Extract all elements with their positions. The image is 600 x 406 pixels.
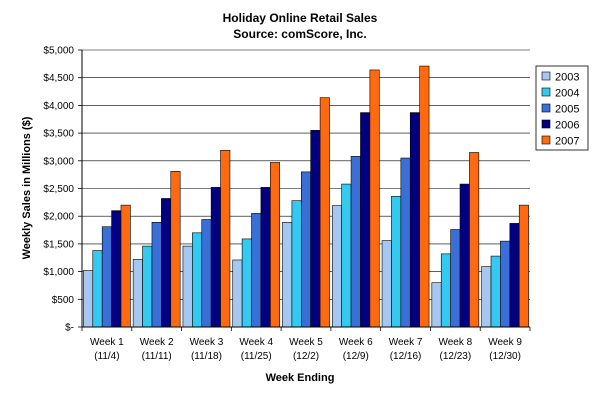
- bar: [350, 156, 361, 328]
- bar: [251, 213, 262, 328]
- bar: [192, 232, 203, 328]
- x-axis-ticks: Week 1 (11/4) Week 2 (11/11) Week 3 (11/18) We…: [81, 327, 531, 362]
- bar: [310, 130, 321, 328]
- bar: [391, 195, 402, 328]
- bar: [151, 221, 162, 328]
- legend-swatch: [541, 87, 551, 97]
- y-tick-label: $4,500: [43, 73, 74, 84]
- x-tick-label: Week 6: [339, 337, 373, 348]
- bar: [241, 238, 252, 328]
- bar: [232, 259, 243, 328]
- x-tick-label: Week 5: [289, 337, 323, 348]
- bar: [83, 270, 94, 328]
- x-tick-label: Week 3: [190, 337, 224, 348]
- chart-title: Holiday Online Retail Sales: [223, 11, 378, 25]
- bar: [518, 204, 529, 328]
- y-tick-label: $2,000: [43, 212, 74, 223]
- bar: [369, 69, 380, 328]
- bar: [500, 240, 511, 328]
- x-tick-label-date: (12/9): [343, 351, 369, 362]
- bar: [419, 65, 430, 328]
- legend-label: 2006: [555, 120, 579, 132]
- legend-label: 2007: [555, 136, 579, 148]
- y-tick-label: $3,500: [43, 129, 74, 140]
- bar: [120, 204, 131, 328]
- bar: [182, 245, 193, 328]
- bar: [331, 205, 342, 328]
- legend-swatch: [541, 71, 551, 81]
- bar: [101, 226, 112, 328]
- x-tick-label: Week 7: [389, 337, 423, 348]
- y-axis-ticks: $- $500 $1,000 $1,500 $2,000 $2,500 $3,000 $3,5…: [43, 46, 82, 334]
- y-tick-label: $3,000: [43, 156, 74, 167]
- bar: [170, 171, 181, 328]
- x-tick-label-date: (12/16): [390, 351, 422, 362]
- bar: [210, 187, 221, 328]
- bar: [509, 223, 520, 328]
- axes: [81, 50, 530, 328]
- bars: [83, 65, 529, 328]
- legend: 2003 2004 2005 2006 2007: [535, 65, 589, 151]
- bar: [409, 112, 420, 328]
- legend-swatch: [541, 119, 551, 129]
- bar: [381, 240, 392, 328]
- x-tick-label-date: (11/18): [191, 351, 222, 362]
- x-tick-label: Week 9: [488, 337, 522, 348]
- bar: [319, 97, 330, 328]
- bar: [260, 187, 271, 328]
- bar: [360, 112, 371, 328]
- legend-label: 2003: [555, 72, 579, 84]
- bar: [440, 253, 451, 328]
- bar: [270, 162, 281, 328]
- chart-subtitle: Source: comScore, Inc.: [233, 27, 366, 41]
- y-tick-label: $4,000: [43, 101, 74, 112]
- x-tick-label-date: (12/23): [439, 351, 471, 362]
- bar: [341, 183, 352, 328]
- y-tick-label: $2,500: [43, 184, 74, 195]
- x-tick-label-date: (12/30): [489, 351, 521, 362]
- bar: [111, 210, 122, 328]
- x-tick-label-date: (11/25): [241, 351, 272, 362]
- y-tick-label: $500: [52, 295, 75, 306]
- bar: [201, 219, 212, 328]
- x-tick-label-date: (11/4): [94, 351, 119, 362]
- x-axis-label: Week Ending: [266, 372, 335, 384]
- bar: [459, 183, 470, 328]
- bar: [431, 282, 442, 328]
- bar: [161, 198, 172, 328]
- bar: [490, 255, 501, 328]
- x-tick-label: Week 1: [90, 337, 124, 348]
- bar: [291, 200, 302, 328]
- y-tick-label: $5,000: [43, 46, 74, 57]
- x-tick-label-date: (12/2): [293, 351, 319, 362]
- bar: [220, 149, 231, 328]
- bar: [142, 245, 153, 328]
- x-tick-label-date: (11/11): [142, 351, 172, 362]
- legend-swatch: [541, 135, 551, 145]
- bar: [132, 259, 143, 328]
- y-tick-label: $1,500: [43, 239, 74, 250]
- y-tick-label: $-: [65, 323, 74, 334]
- x-tick-label: Week 4: [239, 337, 273, 348]
- x-tick-label: Week 8: [438, 337, 472, 348]
- bar: [450, 229, 461, 328]
- bar: [282, 221, 293, 328]
- y-axis-label: Weekly Sales in Millions ($): [21, 116, 33, 259]
- legend-swatch: [541, 103, 551, 113]
- bar: [300, 171, 311, 328]
- y-tick-label: $1,000: [43, 267, 74, 278]
- bar: [400, 157, 411, 328]
- bar: [92, 250, 103, 328]
- legend-label: 2004: [555, 88, 579, 100]
- x-tick-label: Week 2: [140, 337, 174, 348]
- bar: [469, 152, 480, 328]
- bar: [481, 266, 492, 328]
- legend-label: 2005: [555, 104, 579, 116]
